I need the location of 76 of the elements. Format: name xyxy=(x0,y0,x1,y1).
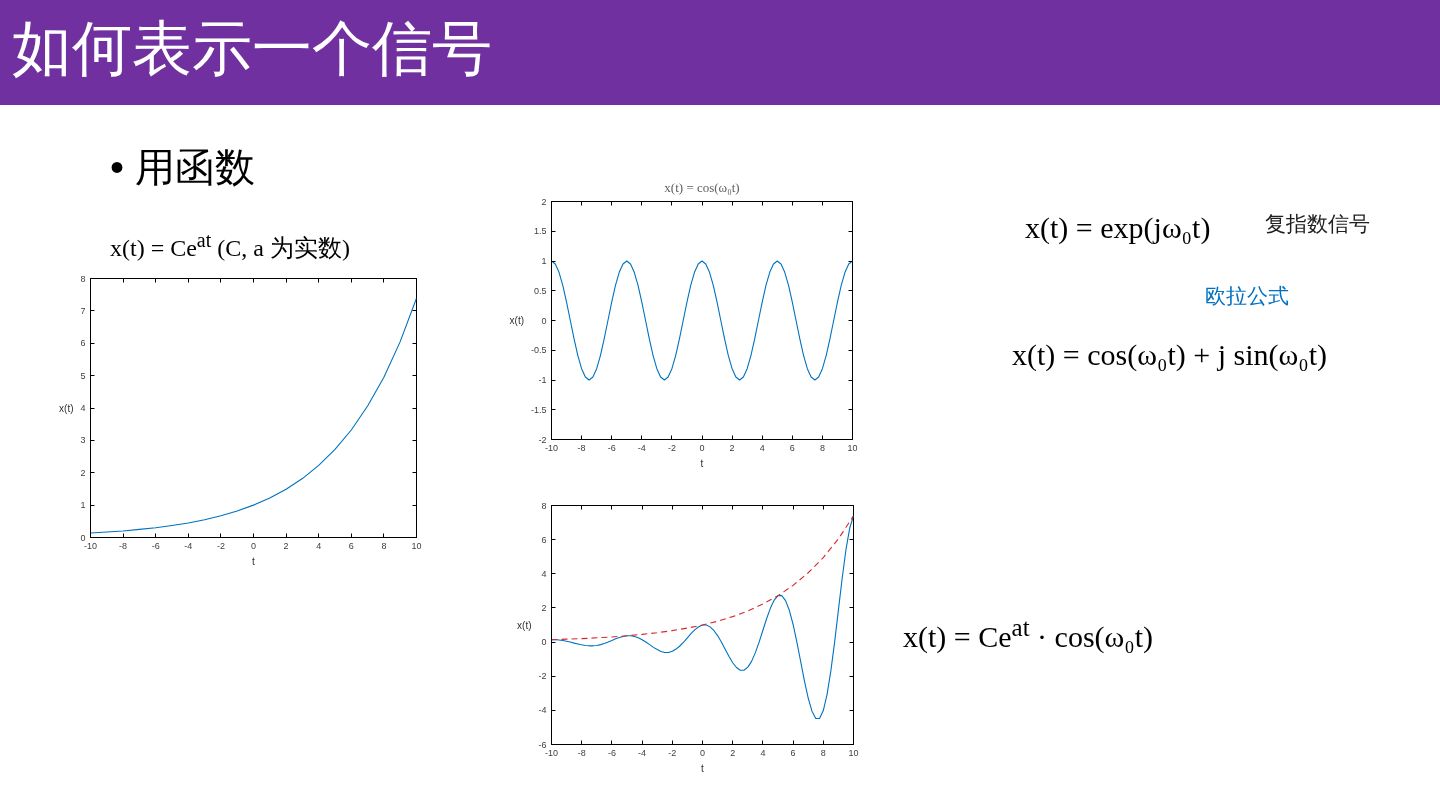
y-tick-label: -4 xyxy=(538,705,547,716)
y-tick-label: 2 xyxy=(541,196,547,207)
x-tick-label: -10 xyxy=(545,747,559,758)
line-series xyxy=(551,260,853,381)
y-tick-label: 0 xyxy=(541,315,547,326)
x-tick-label: 6 xyxy=(348,540,354,551)
x-axis-title: t xyxy=(252,555,256,567)
x-tick-label: 10 xyxy=(847,442,858,453)
chart-subtitle: • 用函数 xyxy=(110,144,256,191)
y-tick-label: -2 xyxy=(538,671,547,682)
y-tick-label: 5 xyxy=(80,370,86,381)
x-tick-label: -4 xyxy=(638,747,647,758)
x-tick-label: 10 xyxy=(848,747,859,758)
y-axis-title: x(t) xyxy=(59,402,74,414)
x-tick-label: 6 xyxy=(789,442,795,453)
y-tick-label: 0.5 xyxy=(533,285,547,296)
x-tick-label: 0 xyxy=(700,747,706,758)
line-series xyxy=(551,515,854,641)
x-tick-label: -4 xyxy=(184,540,193,551)
x-axis-title: t xyxy=(701,762,705,774)
x-tick-label: -4 xyxy=(637,442,646,453)
y-axis-title: x(t) xyxy=(517,619,532,631)
y-tick-label: 8 xyxy=(541,500,547,511)
x-tick-label: -2 xyxy=(216,540,225,551)
x-tick-label: -2 xyxy=(668,747,677,758)
y-tick-label: 0 xyxy=(541,637,547,648)
x-tick-label: 0 xyxy=(251,540,257,551)
x-tick-label: 4 xyxy=(316,540,322,551)
y-tick-label: 4 xyxy=(80,403,86,413)
x-tick-label: -8 xyxy=(119,540,128,551)
x-tick-label: -8 xyxy=(577,442,586,453)
x-axis-title: t xyxy=(700,457,704,469)
x-tick-label: -10 xyxy=(545,442,559,453)
y-tick-label: 8 xyxy=(80,273,86,284)
text: x(t) = Ce$^{at}$ (C, a 为实数) xyxy=(110,228,350,263)
y-tick-label: -1.5 xyxy=(530,404,547,415)
y-tick-label: 2 xyxy=(541,602,547,613)
y-tick-label: 4 xyxy=(541,568,547,579)
y-axis-title: x(t) xyxy=(509,315,525,326)
x-tick-label: 8 xyxy=(820,747,826,758)
y-tick-label: 6 xyxy=(80,338,86,349)
x-tick-label: 2 xyxy=(730,747,736,758)
x-tick-label: 2 xyxy=(283,540,289,551)
x-tick-label: 8 xyxy=(381,540,387,551)
y-tick-label: 7 xyxy=(80,305,86,316)
y-tick-label: 1 xyxy=(541,256,547,266)
text: x(t) = Ce$^{at}$ · cos(ω₀t) xyxy=(903,613,1154,655)
x-tick-label: 8 xyxy=(819,442,825,453)
x-tick-label: 10 xyxy=(411,540,422,551)
y-tick-label: 1 xyxy=(80,500,86,511)
x-tick-label: -10 xyxy=(84,540,98,551)
y-tick-label: -1 xyxy=(538,375,547,385)
x-tick-label: -6 xyxy=(151,540,160,551)
x-tick-label: -6 xyxy=(607,442,616,453)
chart-title: x(t) = cos(ω₀t) xyxy=(664,179,740,195)
y-tick-label: 2 xyxy=(80,467,86,478)
x-tick-label: 4 xyxy=(759,442,765,453)
x-tick-label: 2 xyxy=(729,442,735,453)
chart-title: 如何表示一个信号 xyxy=(11,14,492,84)
text: x(t) = exp(jω₀t) xyxy=(1025,210,1211,246)
x-tick-label: 0 xyxy=(699,442,705,453)
text: 复指数信号 xyxy=(1265,211,1370,237)
text: x(t) = cos(ω₀t) + j sin(ω₀t) xyxy=(1012,337,1328,373)
x-tick-label: 6 xyxy=(790,747,796,758)
x-tick-label: -2 xyxy=(667,442,676,453)
y-tick-label: 1.5 xyxy=(533,226,547,237)
y-tick-label: -0.5 xyxy=(530,345,547,356)
x-tick-label: -8 xyxy=(577,747,586,758)
y-tick-label: 3 xyxy=(80,435,86,446)
y-tick-label: 0 xyxy=(80,532,86,543)
y-tick-label: -2 xyxy=(538,434,547,445)
line-series xyxy=(90,297,417,534)
x-tick-label: 4 xyxy=(760,747,766,758)
text: 欧拉公式 xyxy=(1205,283,1289,309)
x-tick-label: -6 xyxy=(607,747,616,758)
y-tick-label: -6 xyxy=(538,739,547,750)
